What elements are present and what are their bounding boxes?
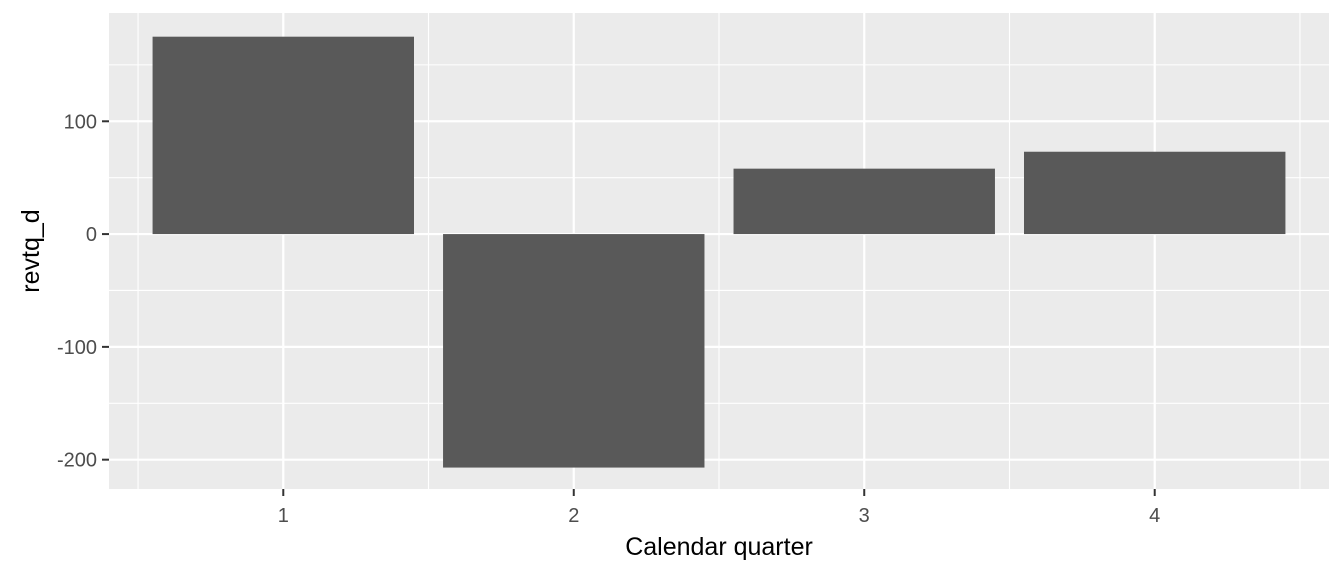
y-tick-label: -100 [57, 337, 97, 359]
bars [152, 36, 1286, 468]
bar [1024, 151, 1286, 235]
y-tick-label: 0 [86, 224, 97, 246]
bar [733, 168, 995, 235]
x-tick-label: 3 [859, 505, 870, 527]
y-axis-title: revtq_d [17, 209, 45, 292]
x-tick-label: 1 [278, 505, 289, 527]
bar [443, 234, 705, 468]
x-axis: 1 2 3 4 [278, 489, 1160, 527]
bar [152, 36, 415, 235]
x-axis-title: Calendar quarter [625, 533, 813, 561]
y-tick-label: 100 [64, 111, 97, 133]
x-tick-label: 2 [568, 505, 579, 527]
y-tick-label: -200 [57, 450, 97, 472]
y-axis: -200 -100 0 100 [57, 111, 109, 472]
x-tick-label: 4 [1149, 505, 1160, 527]
